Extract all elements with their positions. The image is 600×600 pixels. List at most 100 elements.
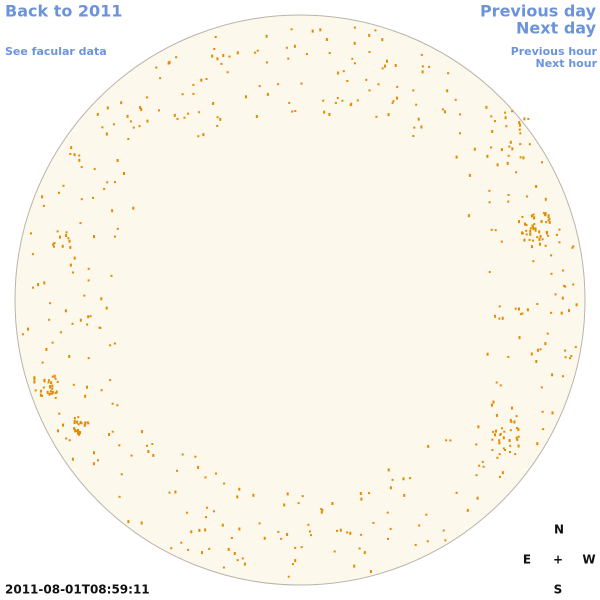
facula	[509, 429, 512, 432]
facula	[481, 460, 484, 463]
facula	[294, 546, 297, 549]
facula	[83, 294, 86, 297]
facula	[396, 85, 399, 88]
facula	[186, 511, 189, 514]
facula	[396, 96, 398, 100]
facula	[84, 394, 87, 398]
facula	[321, 509, 324, 512]
facula	[473, 147, 476, 151]
facula	[539, 234, 542, 238]
facula	[52, 243, 55, 246]
facula	[266, 61, 268, 64]
facula	[132, 126, 135, 129]
facula	[286, 492, 289, 496]
facula	[368, 492, 370, 495]
facula	[32, 286, 34, 289]
facula	[42, 204, 45, 207]
facula	[528, 143, 531, 146]
facula	[53, 374, 56, 378]
facula	[540, 386, 543, 389]
previous-day-link[interactable]: Previous day	[480, 2, 597, 21]
facula	[564, 285, 567, 288]
facula	[33, 377, 36, 381]
facula	[53, 242, 56, 244]
facula	[258, 522, 261, 525]
compass-south: S	[554, 583, 563, 597]
facula	[544, 244, 547, 247]
facula	[544, 213, 547, 216]
facula	[428, 66, 431, 68]
facula	[86, 323, 89, 326]
back-link[interactable]: Back to 2011	[5, 2, 122, 21]
facula	[507, 194, 510, 196]
facula	[265, 34, 268, 38]
facula	[109, 379, 112, 382]
facula	[494, 433, 496, 437]
facula	[47, 381, 50, 384]
facula	[562, 375, 564, 378]
facula	[564, 356, 567, 359]
facula	[412, 135, 415, 137]
facula	[545, 230, 548, 233]
facula	[87, 357, 90, 360]
facula	[507, 154, 510, 157]
facula	[31, 253, 34, 256]
facula	[490, 403, 493, 407]
facula	[346, 80, 349, 82]
facula	[105, 306, 108, 310]
facula	[141, 430, 143, 434]
facula	[190, 530, 193, 534]
facula	[49, 385, 51, 388]
next-day-link[interactable]: Next day	[516, 19, 597, 38]
facula	[533, 223, 536, 226]
facula	[236, 51, 239, 55]
facula	[41, 394, 44, 397]
facula	[499, 384, 502, 387]
facula	[50, 392, 53, 395]
compass-east: E	[523, 553, 531, 567]
facula	[542, 212, 545, 215]
facular-link[interactable]: See facular data	[5, 45, 107, 58]
facula	[351, 57, 354, 60]
facula	[363, 551, 366, 555]
facula	[444, 110, 446, 114]
facula	[387, 537, 389, 540]
previous-hour-link[interactable]: Previous hour	[511, 45, 598, 58]
facula	[68, 355, 71, 358]
facula	[202, 133, 205, 137]
facula	[51, 341, 54, 344]
facula	[183, 116, 186, 119]
facula	[54, 377, 57, 380]
facula	[420, 53, 423, 56]
facula	[277, 83, 280, 86]
facula	[293, 44, 296, 48]
facula	[525, 223, 528, 226]
facula	[87, 279, 90, 282]
facula	[39, 389, 42, 393]
facula	[368, 51, 371, 53]
facula	[477, 425, 480, 429]
facula	[517, 435, 520, 438]
facula	[529, 227, 532, 230]
facula	[346, 531, 349, 534]
facula	[506, 161, 509, 165]
facula	[494, 229, 497, 232]
facula	[70, 146, 73, 150]
facula	[201, 551, 203, 555]
facula	[426, 540, 429, 543]
facula	[204, 476, 207, 479]
facula	[342, 70, 345, 73]
facula	[61, 244, 64, 248]
facula	[194, 455, 197, 458]
facula	[391, 101, 394, 104]
next-hour-link[interactable]: Next hour	[536, 57, 598, 70]
facula	[288, 101, 291, 104]
facula	[254, 51, 257, 54]
facula	[538, 237, 541, 241]
facula	[155, 66, 158, 69]
facula	[75, 430, 78, 433]
facula	[79, 318, 82, 322]
facula	[521, 231, 523, 235]
facula	[73, 421, 76, 424]
facula	[507, 200, 510, 203]
